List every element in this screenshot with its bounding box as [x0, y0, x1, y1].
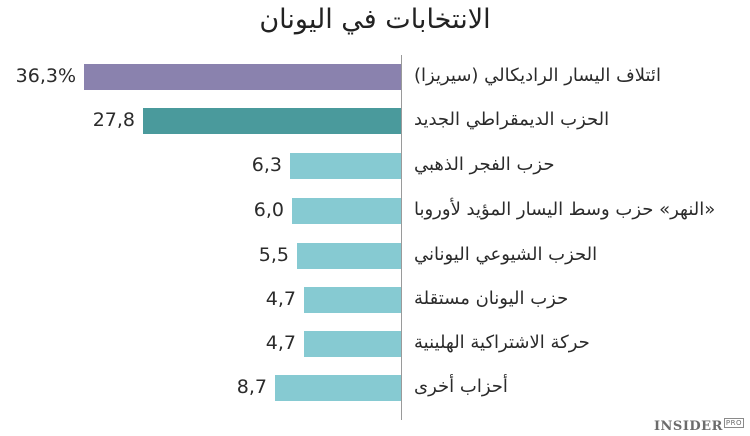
bar-value-label: 27,8 [92, 109, 135, 131]
category-label: الحزب الديمقراطي الجديد [414, 109, 610, 130]
category-label: «النهر» حزب وسط اليسار المؤيد لأوروبا [414, 199, 716, 220]
bar-value-label: 4,7 [265, 288, 296, 310]
insider-pro-logo: INSIDER PRO [653, 418, 744, 434]
bar [143, 108, 401, 134]
bar [292, 198, 401, 224]
category-label: ائتلاف اليسار الراديكالي (سيريزا) [414, 65, 661, 86]
bar-value-label: 5,5 [258, 244, 289, 266]
category-label: أحزاب أخرى [414, 376, 508, 397]
logo-sub-text: PRO [723, 418, 744, 428]
bar [297, 243, 401, 269]
bar [290, 153, 401, 179]
category-axis-line [401, 55, 402, 420]
bar-value-label: 6,3 [251, 154, 282, 176]
category-label: الحزب الشيوعي اليوناني [414, 244, 598, 265]
bar [275, 375, 401, 401]
bar-value-label: 36,3% [15, 65, 76, 87]
logo-main-text: INSIDER [653, 419, 723, 434]
category-label: حزب اليونان مستقلة [414, 288, 569, 309]
bar-value-label: 8,7 [236, 376, 267, 398]
bar [304, 287, 401, 313]
bar [84, 64, 401, 90]
category-label: حزب الفجر الذهبي [414, 154, 555, 175]
bar-value-label: 4,7 [265, 332, 296, 354]
category-label: حركة الاشتراكية الهلينية [414, 332, 590, 353]
bar-value-label: 6,0 [253, 199, 284, 221]
chart-title: الانتخابات في اليونان [259, 4, 491, 35]
bar [304, 331, 401, 357]
